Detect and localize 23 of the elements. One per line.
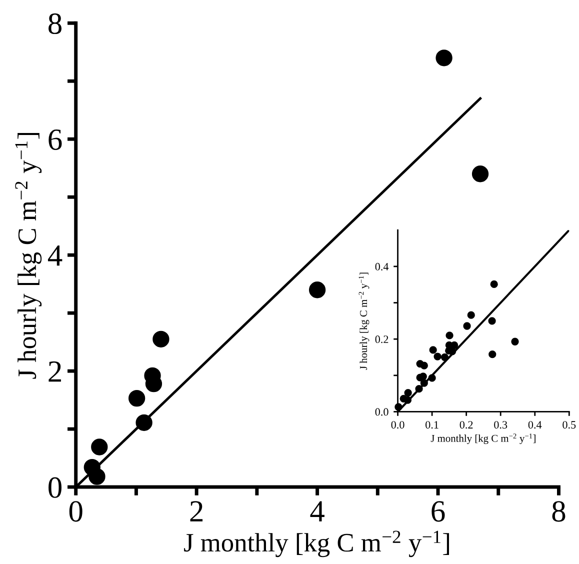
y-axis-title: J hourly [kg C m$^{−2}$ y$^{−1}$]: [15, 132, 42, 379]
x-tick-label: 0.3: [494, 421, 508, 429]
y-tick-label: 6: [48, 129, 62, 150]
x-tick-label: 6: [432, 501, 445, 522]
x-tick-label: 0.5: [562, 421, 576, 429]
x-tick-label: 0.1: [426, 421, 438, 429]
x-tick-label: 8: [552, 501, 566, 522]
x-axis-title: J monthly [kg C m$^{−2}$ y$^{−1}$]: [184, 530, 449, 558]
y-tick-label: 4: [48, 246, 62, 266]
x-tick-label: 0: [69, 501, 82, 522]
x-tick-label: 0.4: [528, 421, 542, 429]
x-tick-label: 0.2: [460, 421, 473, 429]
y-tick-label: 0.2: [375, 336, 388, 344]
x-tick-label: 4: [310, 501, 324, 522]
y-tick-label: 0.0: [375, 408, 388, 416]
x-axis-title: J monthly [kg C m$^{−2}$ y$^{−1}$]: [430, 434, 536, 444]
x-tick-label: 0.0: [391, 421, 404, 429]
y-tick-label: 2: [48, 361, 61, 382]
y-axis-title: J hourly [kg C m$^{−2}$ y$^{−1}$]: [358, 272, 370, 370]
y-tick-label: 8: [48, 13, 62, 34]
x-tick-label: 2: [190, 501, 203, 522]
y-tick-label: 0.4: [375, 262, 389, 270]
y-tick-label: 0: [48, 477, 62, 498]
